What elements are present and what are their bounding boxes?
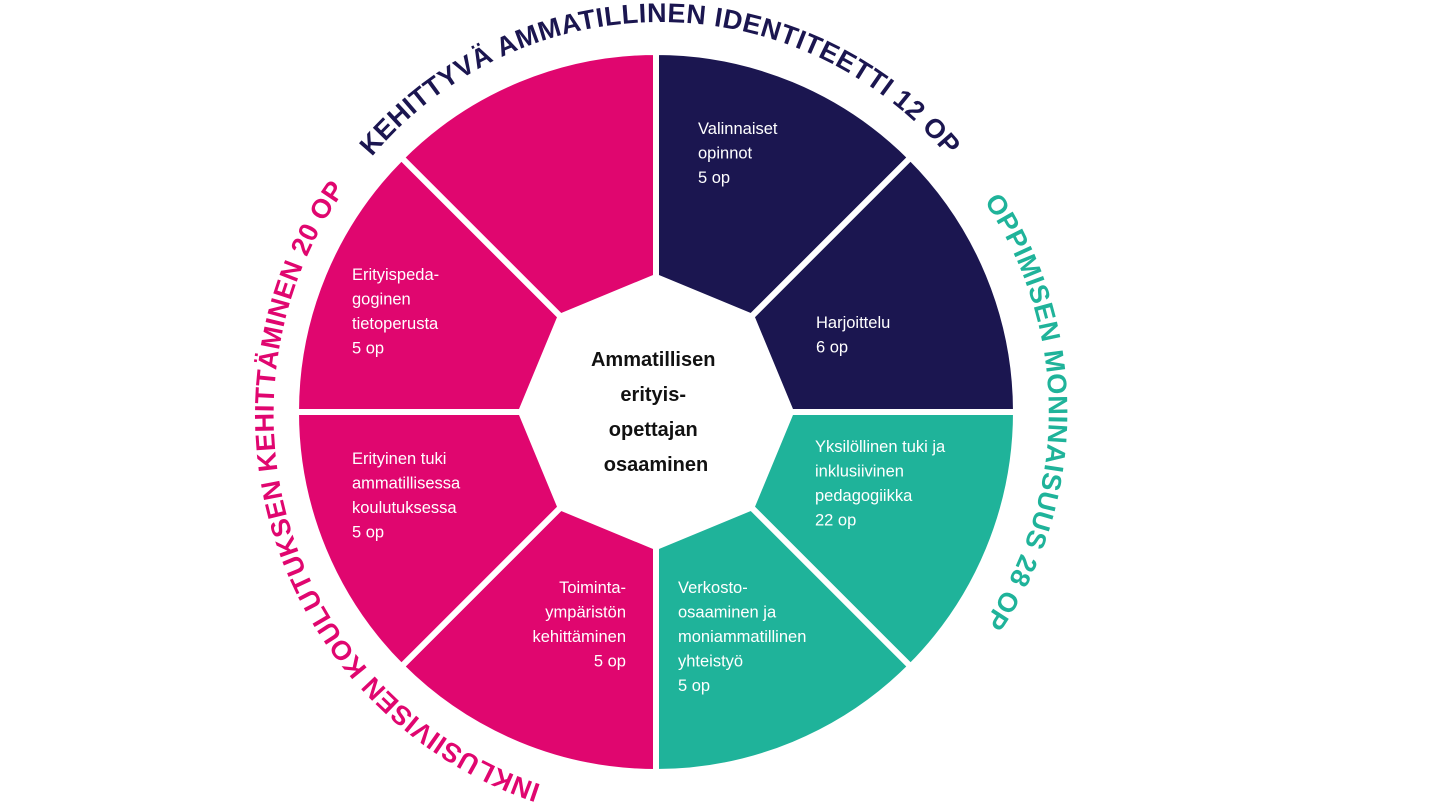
segment-label-erityispeda: Erityispeda-goginen tietoperusta 5 op [352,266,439,358]
segment-label-line: Erityispeda- [352,266,439,284]
segment-label-verkosto: Verkosto-osaaminen ja moniammatillinen yht… [678,579,806,695]
segment-label-line: tietoperusta [352,315,439,333]
segment-label-line: koulutuksessa [352,499,457,517]
segment-label-erityinen: Erityinen tuki ammatillisessa koulutuksess… [352,450,461,542]
segment-label-line: Valinnaiset [698,120,778,138]
segment-opiskelun [653,49,914,320]
segment-verkosto [398,504,659,775]
segment-harjoittelu [748,409,1019,670]
segment-label-line: 5 op [594,653,626,671]
segment-label-line: pedagogiikka [815,487,913,505]
segment-label-line: Verkosto- [678,579,748,597]
segment-label-line: 5 op [352,340,384,358]
segment-label-line: Erityinen tuki [352,450,446,468]
segment-label-line: ympäristön [545,604,626,622]
segment-label-line: ammatillisessa [352,475,461,493]
segment-label-line: Toiminta- [559,579,626,597]
center-line-4: osaaminen [604,454,708,476]
segment-label-line: Yksilöllinen tuki ja [815,438,946,456]
segment-label-line: moniammatillinen [678,628,806,646]
segment-label-line: 5 op [352,524,384,542]
segment-label-line: 22 op [815,512,856,530]
segment-erityinen [293,154,564,415]
segment-label-harjoittelu: Harjoittelu 6 op [816,314,890,357]
segment-label-valinnaiset: Valinnaiset opinnot 5 op [698,120,778,187]
segment-toiminta [293,409,564,670]
center-line-2: erityis- [620,384,686,406]
center-line-3: opettajan [609,419,698,441]
center-octagon [524,280,788,544]
segment-label-line: inklusiivinen [815,463,904,481]
segment-yksilollinen [653,504,914,775]
segment-label-line: goginen [352,291,411,309]
segments-layer: Opiskelunhenkilö-kohtaistaminen7 opValin… [293,49,1019,775]
segment-valinnaiset [748,154,1019,415]
center-line-1: Ammatillisen [591,349,715,371]
segment-label-line: 6 op [816,339,848,357]
segment-erityispeda [398,49,659,320]
segment-label-toiminta: Toiminta-ympäristön kehittäminen 5 op [532,579,626,671]
segment-label-line: opinnot [698,145,753,163]
segment-label-yksilollinen: Yksilöllinen tuki ja inklusiivinen pedagog… [815,438,946,530]
segment-label-line: 5 op [678,677,710,695]
segment-label-line: kehittäminen [532,628,626,646]
center-title: Ammatillisen erityis- opettajan osaamine… [591,349,721,476]
segment-label-line: yhteistyö [678,653,743,671]
segment-label-line: Harjoittelu [816,314,890,332]
segment-label-line: osaaminen ja [678,604,777,622]
segment-label-line: 5 op [698,169,730,187]
